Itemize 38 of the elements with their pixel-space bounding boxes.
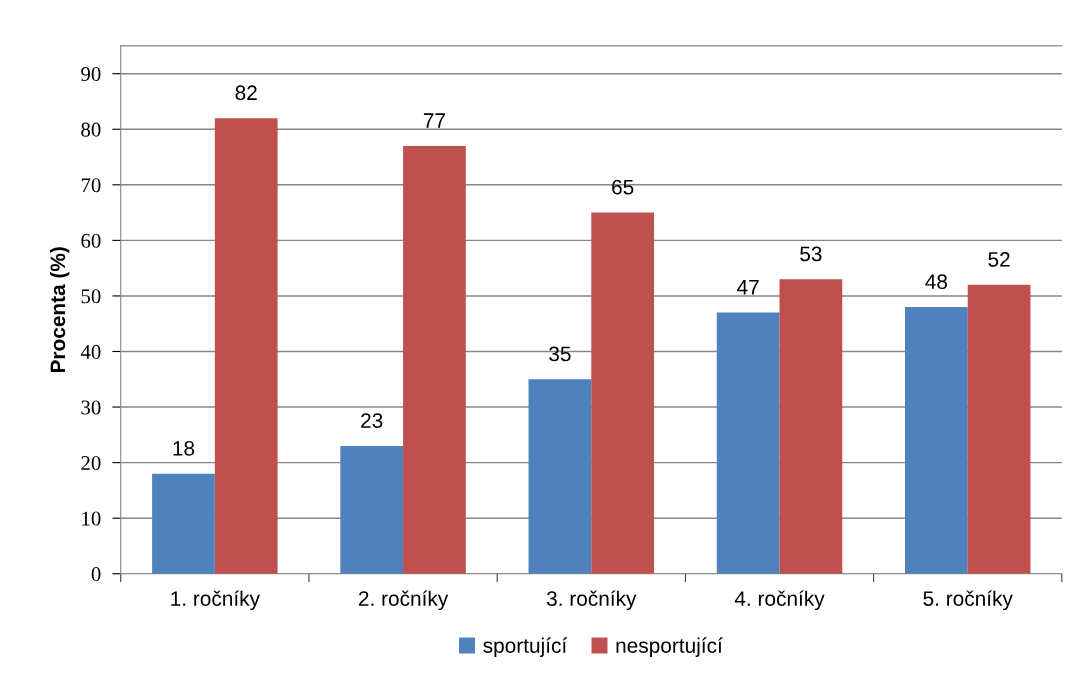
y-tick-label: 20 xyxy=(81,456,101,471)
x-tick-label: 2. ročníky xyxy=(358,590,449,611)
bar xyxy=(716,312,780,574)
legend-label: sportující xyxy=(483,637,568,658)
data-label: 47 xyxy=(737,280,759,295)
bar xyxy=(967,284,1031,574)
data-label: 48 xyxy=(925,274,948,290)
bar xyxy=(152,473,215,574)
data-label: 77 xyxy=(423,113,445,128)
bar xyxy=(528,379,592,574)
data-label: 18 xyxy=(173,440,195,456)
y-tick-label: 80 xyxy=(81,122,101,137)
bar xyxy=(403,145,466,574)
data-label: 35 xyxy=(549,346,571,362)
data-label: 82 xyxy=(235,85,257,101)
legend-label: nesportující xyxy=(616,637,723,658)
y-tick-label: 40 xyxy=(80,344,101,359)
bar xyxy=(904,307,968,574)
data-label: 52 xyxy=(988,252,1010,267)
y-tick-label: 60 xyxy=(81,233,101,248)
y-axis-title: Procenta (%) xyxy=(49,247,70,373)
y-tick-label: 30 xyxy=(81,400,101,415)
y-tick-label: 90 xyxy=(81,67,101,82)
x-tick-label: 3. ročníky xyxy=(546,590,637,611)
x-tick-label: 5. ročníky xyxy=(923,590,1013,611)
y-tick-label: 70 xyxy=(81,178,101,193)
y-tick-label: 0 xyxy=(91,567,101,582)
bar xyxy=(591,212,655,574)
x-tick-label: 1. ročníky xyxy=(171,590,260,611)
y-tick-label: 50 xyxy=(81,289,101,304)
data-label: 53 xyxy=(800,246,822,262)
bar xyxy=(779,279,843,574)
data-label: 23 xyxy=(361,413,383,428)
data-label: 65 xyxy=(612,179,634,195)
x-tick-label: 4. ročníky xyxy=(734,590,825,611)
y-tick-label: 10 xyxy=(82,511,101,526)
bar xyxy=(214,118,278,574)
bar xyxy=(340,445,404,574)
